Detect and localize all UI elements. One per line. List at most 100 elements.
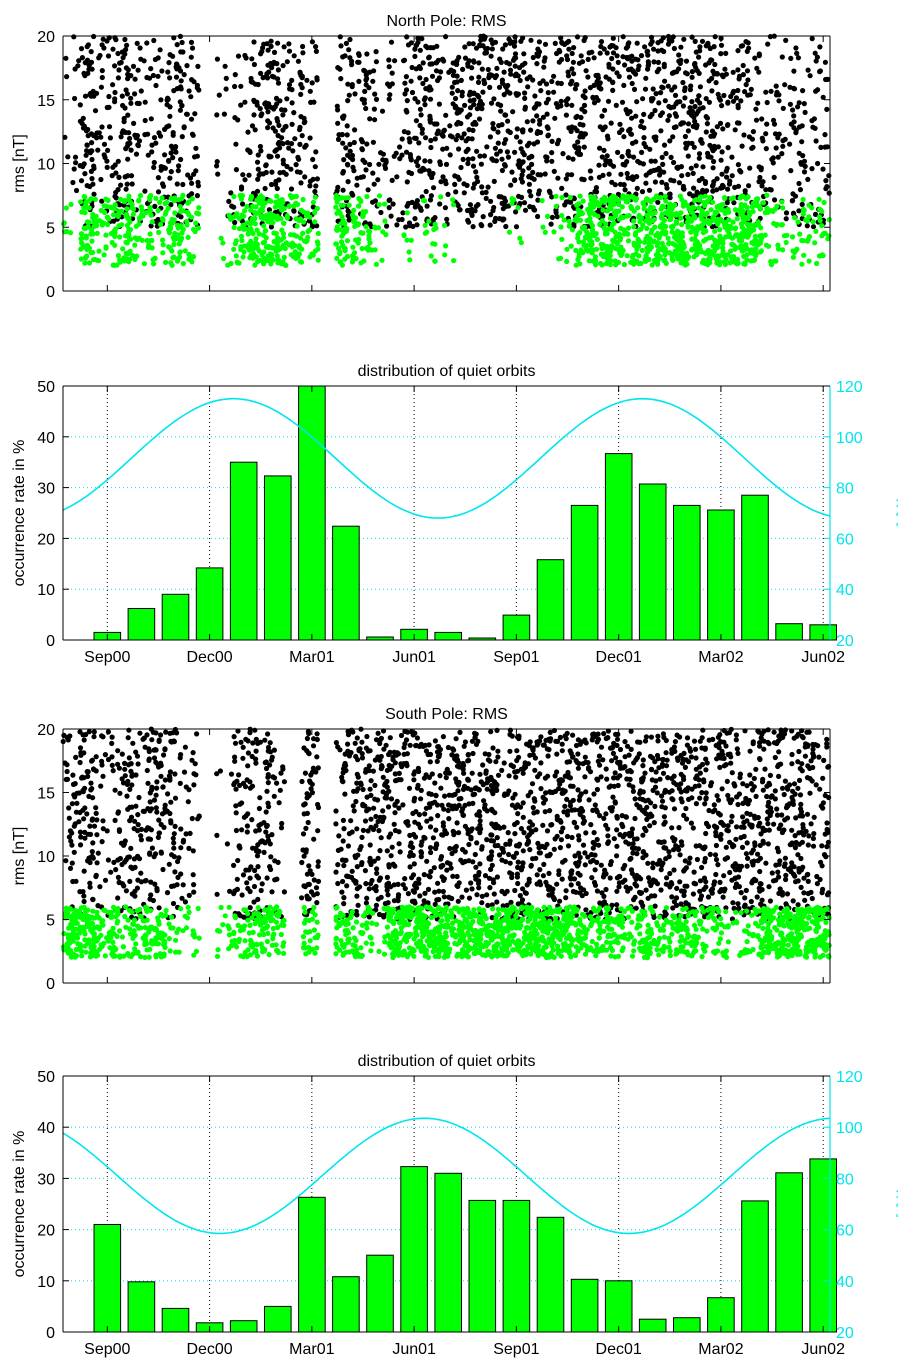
data-point	[799, 201, 805, 207]
data-point	[97, 52, 103, 59]
data-point	[265, 109, 271, 115]
data-point	[341, 113, 347, 119]
data-point	[268, 38, 274, 44]
data-point	[162, 152, 168, 158]
data-point	[160, 784, 166, 790]
data-point	[378, 209, 384, 216]
data-point	[239, 193, 245, 199]
data-point	[279, 227, 285, 233]
data-point	[306, 896, 312, 902]
data-point	[735, 67, 741, 73]
data-point	[293, 162, 299, 168]
data-point	[356, 746, 362, 752]
data-point	[728, 248, 734, 254]
data-point	[822, 144, 828, 150]
data-point	[660, 85, 666, 91]
data-point	[562, 202, 568, 208]
data-point	[122, 199, 128, 205]
data-point	[82, 60, 88, 66]
data-point	[452, 181, 458, 187]
data-point	[503, 223, 509, 230]
data-point	[191, 254, 197, 260]
data-point	[382, 795, 388, 801]
data-point	[412, 730, 418, 736]
data-point	[91, 766, 97, 773]
data-point	[314, 75, 320, 81]
data-point	[343, 40, 349, 47]
data-point	[769, 156, 775, 162]
data-point	[142, 188, 148, 194]
data-point	[449, 84, 455, 90]
data-point	[406, 200, 412, 207]
data-point	[148, 806, 155, 812]
data-point	[495, 140, 501, 146]
data-point	[265, 744, 272, 751]
data-point	[662, 98, 668, 104]
data-point	[249, 817, 255, 823]
data-point	[563, 192, 569, 198]
data-point	[421, 97, 427, 103]
data-point	[165, 69, 171, 75]
data-point	[346, 831, 352, 837]
data-point	[826, 173, 832, 179]
data-point	[740, 72, 747, 78]
data-point	[251, 61, 257, 68]
data-point	[258, 51, 264, 57]
data-point	[518, 38, 524, 44]
data-point	[615, 59, 621, 65]
data-point	[267, 864, 273, 870]
data-point	[756, 179, 762, 185]
data-point	[232, 780, 238, 786]
data-point	[753, 117, 760, 123]
data-point	[503, 112, 509, 118]
data-point	[367, 240, 373, 246]
data-point	[691, 61, 698, 68]
data-point	[658, 195, 664, 201]
data-point	[405, 42, 412, 48]
data-point	[183, 831, 189, 837]
data-point	[271, 49, 278, 56]
data-point	[665, 83, 671, 89]
data-point	[76, 58, 82, 64]
data-point	[461, 131, 467, 137]
data-point	[453, 137, 459, 143]
data-point	[145, 780, 151, 786]
data-point	[776, 92, 782, 98]
data-point	[119, 93, 125, 99]
data-point	[255, 176, 261, 182]
data-point	[491, 126, 497, 132]
data-point	[616, 216, 623, 222]
data-point	[137, 45, 143, 51]
data-point	[799, 261, 805, 267]
data-point	[427, 171, 433, 177]
data-point	[388, 853, 394, 859]
data-point	[627, 126, 633, 132]
data-point	[175, 858, 181, 865]
data-point	[520, 127, 526, 133]
data-point	[442, 205, 448, 211]
data-point	[255, 166, 261, 172]
data-point	[71, 849, 77, 855]
data-point	[433, 225, 439, 231]
data-point	[112, 89, 118, 96]
data-point	[99, 839, 105, 845]
data-point	[347, 154, 353, 160]
data-point	[477, 43, 483, 49]
data-point	[232, 740, 239, 746]
data-point	[85, 858, 91, 864]
data-point	[103, 203, 109, 209]
data-point	[566, 218, 572, 225]
data-point	[302, 174, 308, 180]
data-point	[129, 252, 135, 258]
data-point	[693, 125, 700, 131]
data-point	[144, 767, 150, 774]
data-point	[160, 181, 166, 187]
data-point	[157, 199, 163, 205]
data-point	[186, 88, 192, 94]
data-point	[687, 215, 693, 222]
data-point	[372, 247, 378, 253]
data-point	[566, 46, 572, 52]
data-point	[109, 740, 115, 747]
data-point	[454, 779, 460, 786]
data-point	[697, 106, 703, 112]
